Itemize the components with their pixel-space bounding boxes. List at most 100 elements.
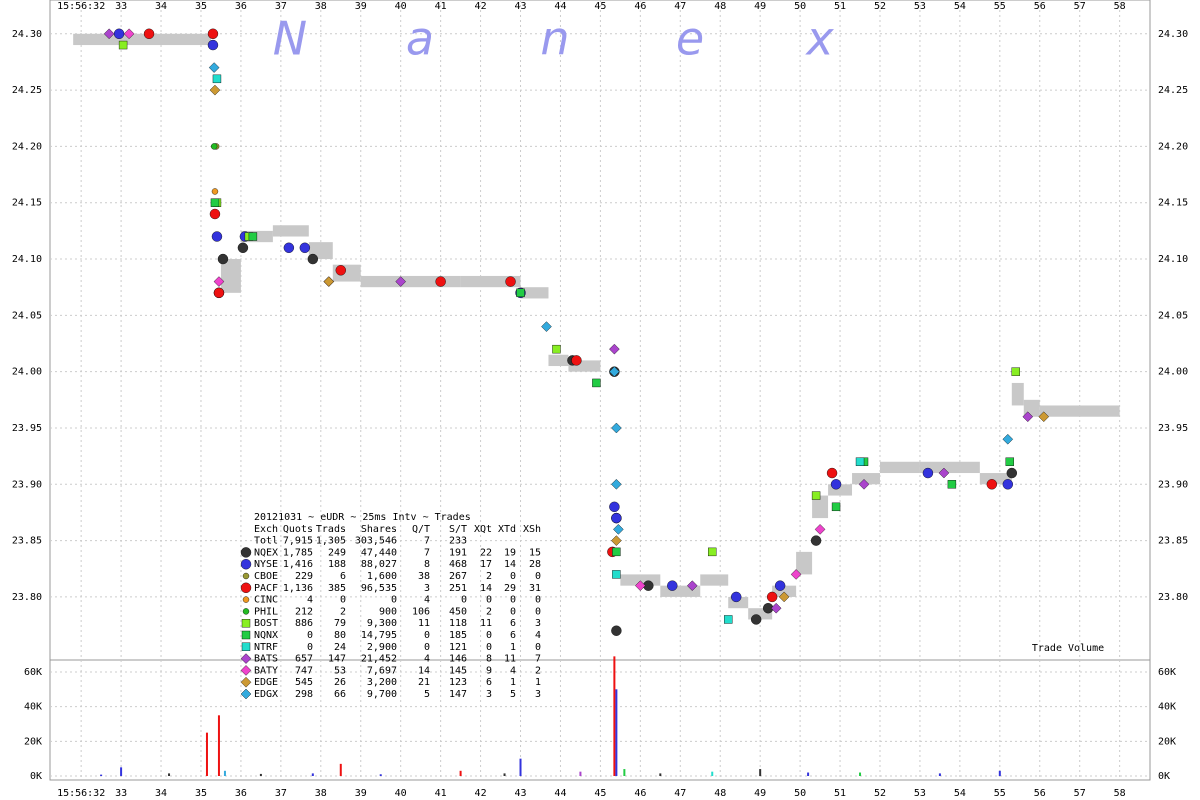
table-cell: 886 [295, 618, 313, 629]
y-tick-label: 24.00 [1158, 367, 1188, 378]
table-cell: 2,900 [367, 642, 397, 653]
y-tick-label: 23.80 [1158, 592, 1188, 603]
trade-marker [113, 28, 125, 39]
trade-marker [922, 467, 934, 479]
trade-marker [774, 580, 786, 591]
table-cell: 0 [535, 571, 541, 582]
spread-band [728, 596, 749, 609]
table-cell: 26 [334, 677, 346, 688]
x-tick-label: 54 [954, 1, 966, 12]
y-tick-label: 23.90 [12, 479, 42, 490]
table-cell: 191 [449, 547, 467, 558]
trade-marker [814, 524, 826, 535]
trade-marker [210, 198, 220, 207]
x-tick-label: 43 [514, 788, 526, 799]
volume-bar [711, 771, 714, 776]
table-cell: 900 [379, 606, 397, 617]
trade-marker [611, 625, 622, 636]
table-cell: NQEX [254, 547, 278, 558]
table-cell: 0 [424, 642, 430, 653]
trade-marker [811, 491, 821, 500]
table-cell: 29 [504, 583, 516, 594]
x-tick-label: 58 [1114, 788, 1126, 799]
table-cell: 118 [449, 618, 467, 629]
table-cell: PHIL [254, 606, 278, 617]
table-cell: 14 [504, 559, 516, 570]
trade-marker [210, 143, 218, 150]
trade-marker [335, 265, 346, 276]
table-header: XSh [523, 524, 541, 535]
table-cell: 21 [418, 677, 430, 688]
table-cell: 3 [535, 618, 541, 629]
spread-band [879, 461, 920, 474]
table-cell: 14 [418, 665, 430, 676]
table-cell: 298 [295, 689, 313, 700]
x-tick-label: 47 [674, 788, 686, 799]
x-tick-label: 41 [435, 788, 447, 799]
table-cell: 3,200 [367, 677, 397, 688]
spread-band [748, 608, 773, 620]
table-cell: 9,300 [367, 618, 397, 629]
x-tick-label: 57 [1074, 788, 1086, 799]
table-cell: CINC [254, 595, 278, 606]
trade-marker [213, 276, 225, 287]
x-tick-label: 55 [994, 1, 1006, 12]
x-tick-label: 58 [1114, 1, 1126, 12]
table-cell: 212 [295, 606, 313, 617]
trade-marker [395, 276, 406, 287]
trade-marker [1002, 433, 1014, 445]
table-cell: 5 [510, 689, 516, 700]
table-cell: 2 [535, 665, 541, 676]
x-tick-label: 53 [914, 1, 926, 12]
trade-marker [143, 28, 155, 39]
table-cell: 0 [486, 595, 492, 606]
trade-marker [667, 580, 678, 591]
spread-band [73, 33, 211, 46]
table-cell: 0 [307, 630, 313, 641]
trade-marker [947, 480, 957, 489]
volume-bar [223, 770, 226, 776]
volume-bar [519, 758, 522, 776]
x-tick-label: 54 [954, 788, 966, 799]
table-cell: 22 [480, 547, 492, 558]
table-cell: 24 [334, 642, 346, 653]
table-cell: 0 [486, 642, 492, 653]
table-cell: 4 [424, 595, 430, 606]
table-cell: 1,305 [316, 536, 346, 547]
y-tick-label: 24.20 [1158, 141, 1188, 152]
table-cell: 79 [334, 618, 346, 629]
table-cell: 8 [424, 559, 430, 570]
table-cell: 5 [424, 689, 430, 700]
trade-marker [571, 355, 582, 366]
table-cell: CBOE [254, 571, 278, 582]
x-tick-label: 48 [714, 1, 726, 12]
spread-band [812, 495, 829, 519]
volume-bar [998, 770, 1001, 776]
x-tick-label: 34 [155, 788, 167, 799]
table-cell: 31 [529, 583, 541, 594]
y-tick-label: 40K [1158, 702, 1176, 713]
table-cell: 7 [535, 654, 541, 665]
volume-bar [579, 771, 582, 776]
table-cell: 21,452 [361, 654, 397, 665]
trade-marker [237, 242, 249, 253]
legend-marker [241, 619, 251, 628]
volume-bar [938, 773, 941, 776]
trade-marker [307, 253, 319, 265]
table-header: Shares [361, 524, 397, 535]
x-tick-label: 36 [235, 1, 247, 12]
x-tick-label: 55 [994, 788, 1006, 799]
legend-marker [242, 608, 250, 615]
x-tick-label: 44 [554, 1, 566, 12]
watermark: e [676, 12, 704, 66]
volume-bar [615, 689, 618, 776]
legend-marker [240, 665, 252, 676]
x-tick-label: 43 [514, 1, 526, 12]
x-tick-label: 35 [195, 1, 207, 12]
table-cell: 249 [328, 547, 346, 558]
table-cell: 7,915 [283, 536, 313, 547]
trade-marker [611, 479, 622, 490]
trade-marker [635, 580, 646, 591]
table-cell: 233 [449, 536, 467, 547]
volume-bar [503, 773, 506, 776]
